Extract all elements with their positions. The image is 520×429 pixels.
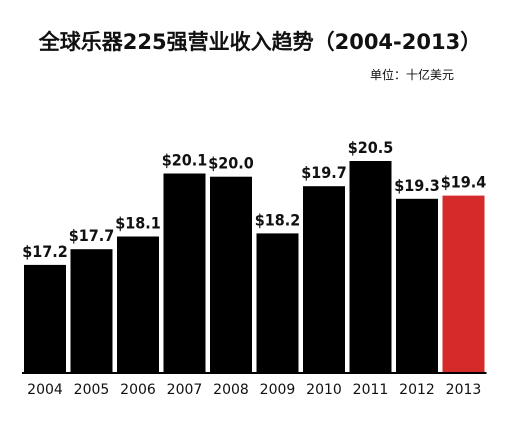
value-label-2005: $17.7 [69,226,115,245]
unit-label: 单位：十亿美元 [370,68,455,82]
x-tick-2012: 2012 [399,382,435,398]
x-tick-2011: 2011 [353,382,389,398]
bar-2005 [70,249,113,372]
value-label-2013: $19.4 [441,173,487,192]
bar-2012 [396,198,438,373]
x-tick-2009: 2009 [260,382,296,398]
chart-title: 全球乐器225强营业收入趋势（2004-2013） [38,30,482,54]
bar-2004 [24,264,66,372]
bar-2006 [117,236,159,372]
x-tick-labels-group: 2004 2005 2006 2007 2008 2009 2010 2011 2012 2013 [27,382,481,398]
x-tick-2005: 2005 [74,382,110,398]
value-label-2009: $18.2 [255,210,301,229]
bar-2011 [349,161,392,372]
value-label-2008: $20.0 [208,154,254,173]
value-label-2006: $18.1 [115,214,161,233]
x-tick-2013: 2013 [446,382,482,398]
x-tick-2006: 2006 [120,382,156,398]
value-label-2012: $19.3 [394,176,440,195]
bar-2007 [163,173,206,372]
bar-2013 [442,195,485,372]
bars-group [24,161,485,373]
x-tick-2004: 2004 [27,382,63,398]
value-label-2007: $20.1 [162,151,208,170]
value-label-2011: $20.5 [348,138,394,157]
bar-2010 [303,186,345,372]
x-tick-2010: 2010 [306,382,342,398]
value-label-2010: $19.7 [301,163,347,182]
x-tick-2007: 2007 [167,382,203,398]
bar-2008 [210,176,252,372]
bar-2009 [256,233,299,372]
value-label-2004: $17.2 [22,242,68,261]
value-labels-group: $17.2$17.7$18.1 $20.1 $20.0 $18.2 $19.7$20.5… [22,138,486,261]
x-tick-2008: 2008 [213,382,249,398]
